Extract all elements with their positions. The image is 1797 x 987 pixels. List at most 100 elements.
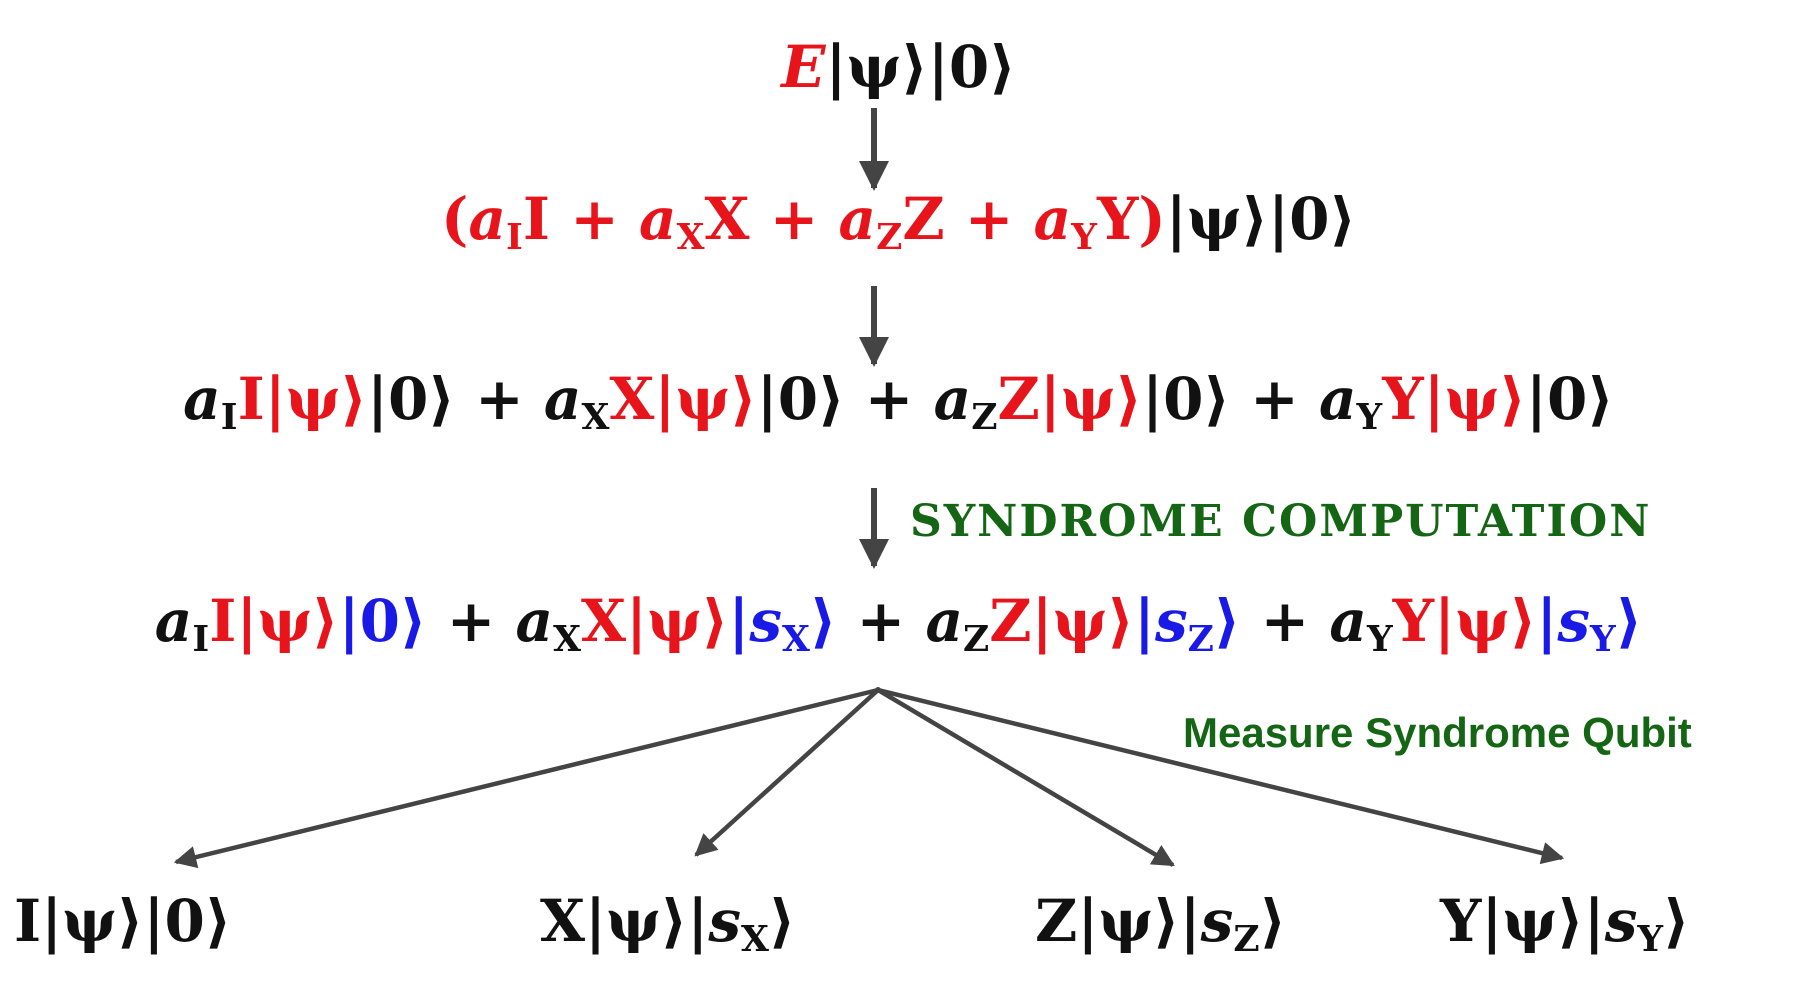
branch-point <box>875 687 881 693</box>
pauli-op: I <box>522 185 551 253</box>
plus-sign: + <box>836 587 926 655</box>
coef-sub: X <box>581 396 610 439</box>
psi-ket: |ψ⟩ <box>825 33 928 101</box>
coef-a: a <box>933 365 972 433</box>
syndrome-ket: |0⟩ <box>338 587 427 655</box>
psi-ket: |ψ⟩ <box>1039 365 1142 433</box>
coef-a: a <box>183 365 221 433</box>
coef-sub: X <box>676 216 705 259</box>
psi-ket: |ψ⟩ <box>1165 185 1269 253</box>
coef-sub: Z <box>971 396 998 439</box>
plus-sign: + <box>426 587 516 655</box>
plus-sign: + <box>550 185 639 253</box>
coef-sub: I <box>192 618 210 661</box>
psi-ket: |ψ⟩ <box>236 587 339 655</box>
plus-sign: + <box>844 365 934 433</box>
arrow-branch-Z <box>876 688 1175 867</box>
outcome-ket-sub: Y <box>1637 918 1664 961</box>
coef-sub: I <box>506 216 523 259</box>
coef-sub: Y <box>1356 396 1383 439</box>
ancilla-ket: |0⟩ <box>1268 185 1356 253</box>
coef-sub: I <box>220 396 238 439</box>
outcome-ket-close: ⟩ <box>204 887 232 955</box>
coef-sub: Y <box>1366 618 1393 661</box>
arrow-branch-X <box>694 688 880 857</box>
pauli-op: Y <box>1096 185 1139 253</box>
pauli-op: I <box>209 587 237 655</box>
outcome-Z: Z|ψ⟩|sZ⟩ <box>1035 892 1286 957</box>
pauli-op: I <box>237 365 265 433</box>
psi-ket: |ψ⟩ <box>626 587 729 655</box>
outcome-ket-sub: Z <box>1233 918 1260 961</box>
eq-pauli-expansion: (aII + aXX + aZZ + aYY)|ψ⟩|0⟩ <box>0 190 1797 255</box>
ket-open: | <box>728 587 750 655</box>
coef-sub: Z <box>963 618 990 661</box>
outcome-ket-value: s <box>1200 887 1234 955</box>
pauli-op: X <box>581 587 627 655</box>
outcome-psi: |ψ⟩ <box>585 887 688 955</box>
coef-sub: X <box>553 618 582 661</box>
outcome-ket-close: ⟩ <box>1663 887 1690 955</box>
psi-ket: |ψ⟩ <box>1031 587 1134 655</box>
outcome-psi: |ψ⟩ <box>1481 887 1584 955</box>
coef-a: a <box>154 587 193 655</box>
close-paren: ) <box>1138 185 1166 253</box>
outcome-ket-open: | <box>687 887 709 955</box>
pauli-op: Z <box>902 185 945 253</box>
syndrome-s: s <box>1154 587 1188 655</box>
ancilla-ket: |0⟩ <box>1142 365 1230 433</box>
coef-a: a <box>838 185 877 253</box>
outcome-ket-value: s <box>1604 887 1638 955</box>
outcome-psi: |ψ⟩ <box>41 887 144 955</box>
ket-open: | <box>1133 587 1155 655</box>
outcome-ket-value: 0 <box>164 887 205 955</box>
pauli-op: Z <box>989 587 1032 655</box>
arrow-branch-I <box>173 687 879 869</box>
syndrome-sub: Z <box>1187 618 1214 661</box>
psi-ket: |ψ⟩ <box>1423 365 1526 433</box>
outcome-ket-open: | <box>1179 887 1201 955</box>
error-operator: E <box>781 33 826 101</box>
outcome-ket-close: ⟩ <box>1259 887 1287 955</box>
ket-open: | <box>1536 587 1558 655</box>
plus-sign: + <box>454 365 544 433</box>
ket-close: ⟩ <box>1213 587 1241 655</box>
outcome-ket-value: s <box>708 887 741 955</box>
pauli-op: Y <box>1392 587 1435 655</box>
outcome-op: Y <box>1440 887 1482 955</box>
plus-sign: + <box>944 185 1034 253</box>
coef-a: a <box>639 185 677 253</box>
outcome-ket-sub: X <box>741 918 769 961</box>
psi-ket: |ψ⟩ <box>264 365 367 433</box>
coef-sub: Y <box>1071 216 1097 259</box>
open-paren: ( <box>441 185 469 253</box>
pauli-op: Y <box>1382 365 1424 433</box>
eq-syndrome-states: aII|ψ⟩|0⟩ + aXX|ψ⟩|sX⟩ + aZZ|ψ⟩|sZ⟩ + aY… <box>0 592 1797 657</box>
ancilla-ket: |0⟩ <box>927 33 1016 101</box>
outcome-ket-open: | <box>143 887 165 955</box>
ket-close: ⟩ <box>1615 587 1643 655</box>
coef-a: a <box>925 587 964 655</box>
pauli-op: Z <box>997 365 1040 433</box>
coef-a: a <box>1033 185 1072 253</box>
psi-ket: |ψ⟩ <box>1434 587 1537 655</box>
eq-distributed-errors: aII|ψ⟩|0⟩ + aXX|ψ⟩|0⟩ + aZZ|ψ⟩|0⟩ + aYY|… <box>0 370 1797 435</box>
plus-sign: + <box>1229 365 1319 433</box>
ancilla-ket: |0⟩ <box>366 365 455 433</box>
plus-sign: + <box>1240 587 1330 655</box>
outcome-ket-open: | <box>1583 887 1605 955</box>
coef-a: a <box>543 365 582 433</box>
ancilla-ket: |0⟩ <box>1525 365 1614 433</box>
syndrome-s: s <box>749 587 783 655</box>
outcome-op: Z <box>1035 887 1078 955</box>
syndrome-sub: Y <box>1590 618 1616 661</box>
syndrome-computation-label: SYNDROME COMPUTATION <box>910 496 1652 547</box>
syndrome-sub: X <box>782 618 810 661</box>
ket-close: ⟩ <box>809 587 837 655</box>
coef-a: a <box>1318 365 1357 433</box>
psi-ket: |ψ⟩ <box>654 365 757 433</box>
outcome-Y: Y|ψ⟩|sY⟩ <box>1440 892 1690 957</box>
measure-syndrome-label: Measure Syndrome Qubit <box>1183 709 1692 756</box>
pauli-op: X <box>609 365 655 433</box>
